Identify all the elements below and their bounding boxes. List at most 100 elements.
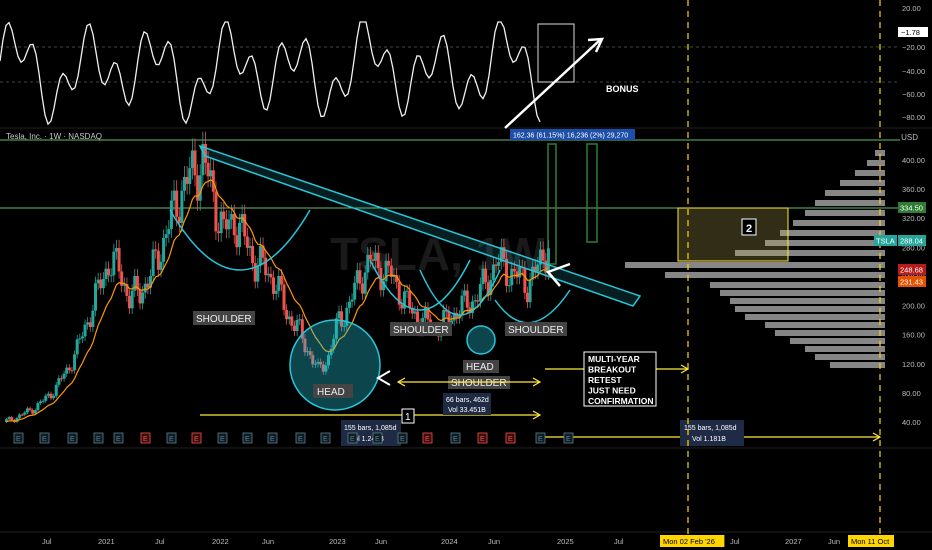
- candle-body: [180, 190, 184, 223]
- earnings-marker[interactable]: E: [242, 432, 253, 444]
- svg-text:248.68: 248.68: [900, 266, 923, 275]
- candle-body: [274, 290, 278, 294]
- svg-text:E: E: [375, 436, 380, 443]
- candle-body: [470, 301, 474, 314]
- breakout-note-line: BREAKOUT: [588, 365, 637, 375]
- candle-body: [94, 283, 98, 311]
- candle-body: [539, 249, 543, 265]
- candle-body: [248, 245, 252, 248]
- svg-text:E: E: [143, 436, 148, 443]
- arc-shoulder-right: [369, 259, 471, 311]
- earnings-marker[interactable]: E: [140, 432, 151, 444]
- breakout-note-line: RETEST: [588, 375, 622, 385]
- candle-body: [384, 260, 388, 282]
- candle-body: [387, 260, 391, 266]
- candle-body: [402, 291, 406, 309]
- candle-body: [345, 307, 349, 326]
- candle-body: [232, 213, 236, 236]
- volume-profile-bar: [815, 354, 885, 360]
- svg-text:66 bars, 462d: 66 bars, 462d: [446, 397, 489, 404]
- candle-body: [499, 247, 503, 262]
- candle-body: [243, 214, 247, 237]
- time-axis-label: Jul: [730, 537, 740, 546]
- candle-body: [7, 417, 11, 420]
- candle-body: [133, 275, 137, 291]
- candle-body: [28, 408, 32, 410]
- earnings-marker[interactable]: E: [320, 432, 331, 444]
- svg-text:SHOULDER: SHOULDER: [508, 325, 564, 336]
- svg-text:E: E: [453, 436, 458, 443]
- candle-body: [125, 284, 129, 296]
- earnings-marker[interactable]: E: [217, 432, 228, 444]
- descending-channel: [198, 144, 642, 307]
- earnings-marker[interactable]: E: [505, 432, 516, 444]
- volume-profile-bar: [805, 346, 885, 352]
- candle-body: [306, 351, 310, 353]
- candle-body: [285, 309, 289, 320]
- svg-text:Jun: Jun: [828, 537, 840, 546]
- candle-body: [224, 219, 228, 230]
- candle-body: [295, 319, 299, 332]
- svg-text:Jul: Jul: [42, 537, 52, 546]
- earnings-marker[interactable]: E: [372, 432, 383, 444]
- candle-body: [340, 311, 344, 327]
- earnings-marker[interactable]: E: [422, 432, 433, 444]
- retest-arrow: [545, 262, 571, 287]
- candle-body: [491, 264, 495, 280]
- time-axis-label: 2025: [557, 537, 574, 546]
- candle-body: [313, 363, 317, 365]
- earnings-marker[interactable]: E: [450, 432, 461, 444]
- svg-text:E: E: [220, 436, 225, 443]
- earnings-marker[interactable]: E: [535, 432, 546, 444]
- earnings-marker[interactable]: E: [67, 432, 78, 444]
- volume-profile-bar: [825, 190, 885, 196]
- earnings-marker[interactable]: E: [113, 432, 124, 444]
- svg-text:SHOULDER: SHOULDER: [196, 314, 252, 325]
- candle-body: [389, 265, 393, 277]
- volume-profile-bar: [745, 314, 885, 320]
- time-axis-label: 2027: [785, 537, 802, 546]
- candle-body: [321, 364, 325, 372]
- earnings-marker[interactable]: E: [347, 432, 358, 444]
- shoulder-right-label: SHOULDER: [390, 322, 452, 336]
- candle-body: [316, 361, 320, 364]
- time-axis-label: 2022: [212, 537, 229, 546]
- earnings-marker[interactable]: E: [13, 432, 24, 444]
- volume-profile-bar: [665, 272, 885, 278]
- candle-body: [544, 260, 548, 273]
- earnings-marker[interactable]: E: [166, 432, 177, 444]
- earnings-marker[interactable]: E: [295, 432, 306, 444]
- candle-body: [159, 261, 163, 270]
- candle-body: [86, 322, 90, 325]
- earnings-marker[interactable]: E: [191, 432, 202, 444]
- candle-body: [452, 312, 456, 321]
- candle-body: [298, 319, 302, 321]
- svg-text:Vol 1.181B: Vol 1.181B: [692, 436, 726, 443]
- volume-profile-bar: [805, 210, 885, 216]
- candle-body: [23, 412, 27, 415]
- osc-tick-label: −60.00: [902, 90, 925, 99]
- price-tick-label: 360.00: [902, 185, 925, 194]
- candle-body: [169, 200, 173, 229]
- candle-body: [528, 279, 532, 303]
- candle-body: [235, 235, 239, 248]
- earnings-marker[interactable]: E: [397, 432, 408, 444]
- candle-body: [381, 281, 385, 291]
- price-tick-label: 80.00: [902, 389, 921, 398]
- oscillator-trend-arrow: [504, 39, 601, 129]
- candle-body: [128, 295, 132, 309]
- measure-mid-tooltip: 66 bars, 462d Vol 33.451B: [443, 393, 491, 415]
- earnings-marker[interactable]: E: [563, 432, 574, 444]
- earnings-marker[interactable]: E: [39, 432, 50, 444]
- earnings-marker[interactable]: E: [477, 432, 488, 444]
- svg-text:E: E: [42, 436, 47, 443]
- candle-body: [355, 270, 359, 283]
- candle-body: [507, 285, 511, 287]
- candle-body: [363, 272, 367, 294]
- earnings-marker[interactable]: E: [267, 432, 278, 444]
- candle-body: [264, 257, 268, 276]
- earnings-marker[interactable]: E: [93, 432, 104, 444]
- svg-text:E: E: [508, 436, 513, 443]
- candle-body: [49, 393, 53, 399]
